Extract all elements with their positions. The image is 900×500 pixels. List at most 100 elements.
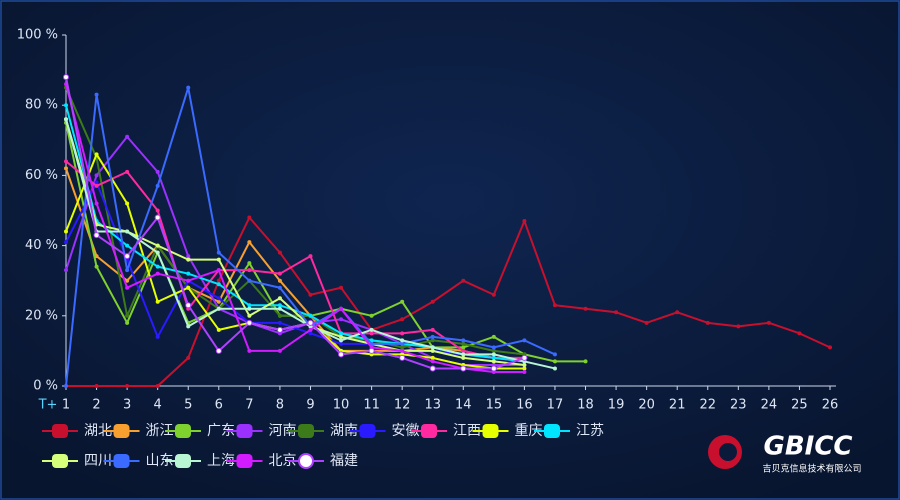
data-point bbox=[461, 338, 466, 343]
data-point bbox=[94, 201, 99, 206]
data-point bbox=[155, 243, 160, 248]
data-point bbox=[552, 366, 557, 371]
logo: GBICC 吉贝克信息技术有限公司 bbox=[708, 432, 862, 475]
data-point bbox=[307, 319, 314, 326]
data-point bbox=[308, 327, 313, 332]
legend-swatch bbox=[236, 454, 253, 468]
x-tick-label: 1 bbox=[62, 398, 70, 413]
data-point bbox=[186, 257, 191, 262]
legend-label: 江苏 bbox=[576, 423, 604, 439]
x-tick-label: 6 bbox=[215, 398, 223, 413]
legend-label: 安徽 bbox=[392, 423, 420, 439]
x-tick-label: 10 bbox=[333, 398, 350, 413]
data-point bbox=[338, 351, 345, 358]
series bbox=[64, 82, 527, 374]
legend-item: 江西 bbox=[411, 423, 481, 439]
x-tick-label: 12 bbox=[394, 398, 411, 413]
series-line bbox=[65, 83, 525, 373]
data-point bbox=[430, 345, 435, 350]
data-point bbox=[216, 278, 221, 283]
data-point bbox=[369, 327, 374, 332]
legend-swatch bbox=[421, 424, 437, 438]
data-point bbox=[63, 74, 69, 81]
data-point bbox=[490, 365, 497, 372]
data-point bbox=[64, 103, 68, 108]
data-point bbox=[125, 134, 130, 139]
x-tick-label: 19 bbox=[608, 398, 625, 413]
series-line bbox=[65, 160, 525, 359]
data-point bbox=[400, 345, 405, 350]
data-point bbox=[247, 306, 252, 311]
data-point bbox=[522, 369, 527, 374]
data-point bbox=[522, 366, 527, 371]
data-point bbox=[430, 359, 435, 364]
legend-item: 广东 bbox=[165, 423, 235, 439]
data-point bbox=[94, 173, 99, 178]
data-point bbox=[430, 355, 435, 360]
x-tick-label: 14 bbox=[455, 398, 472, 413]
data-point bbox=[430, 327, 435, 332]
data-point bbox=[186, 324, 191, 329]
data-point bbox=[277, 285, 282, 290]
data-point bbox=[491, 352, 496, 357]
data-point bbox=[461, 341, 466, 346]
legend-label: 浙江 bbox=[146, 423, 174, 439]
legend-swatch bbox=[544, 424, 560, 438]
x-tick-label: 11 bbox=[363, 398, 380, 413]
x-tick-label: 5 bbox=[184, 398, 192, 413]
legend-swatch bbox=[113, 424, 130, 438]
data-point bbox=[247, 348, 252, 353]
data-point bbox=[94, 183, 99, 188]
data-point bbox=[155, 299, 160, 304]
x-tick-label: 2 bbox=[92, 398, 100, 413]
y-tick-label: 20 % bbox=[25, 308, 58, 323]
data-point bbox=[277, 306, 282, 311]
data-point bbox=[247, 313, 252, 318]
legend-label: 四川 bbox=[84, 453, 112, 469]
data-point bbox=[186, 355, 191, 360]
data-point bbox=[491, 348, 496, 353]
y-tick-label: 100 % bbox=[17, 28, 58, 43]
data-point bbox=[246, 319, 253, 326]
series-line bbox=[65, 76, 525, 370]
legend-item: 四川 bbox=[42, 453, 112, 469]
data-point bbox=[705, 320, 710, 325]
data-point bbox=[339, 306, 344, 311]
data-point bbox=[216, 299, 221, 304]
data-point bbox=[125, 285, 130, 290]
data-point bbox=[644, 320, 649, 325]
data-point bbox=[277, 250, 282, 255]
logo-icon-inner bbox=[719, 443, 737, 461]
data-point bbox=[521, 354, 528, 361]
data-point bbox=[491, 355, 496, 360]
x-tick-label: 7 bbox=[245, 398, 253, 413]
series bbox=[63, 74, 528, 372]
legend-item: 福建 bbox=[288, 453, 358, 469]
legend-label: 湖北 bbox=[84, 423, 112, 439]
data-point bbox=[522, 338, 527, 343]
legend-label: 湖南 bbox=[330, 423, 358, 439]
data-point bbox=[186, 85, 191, 90]
data-point bbox=[277, 296, 282, 301]
legend-label: 广东 bbox=[207, 423, 235, 439]
data-point bbox=[339, 334, 344, 339]
data-point bbox=[400, 348, 405, 353]
x-tick-label: 3 bbox=[123, 398, 131, 413]
data-point bbox=[552, 359, 557, 364]
data-point bbox=[461, 348, 466, 353]
data-point bbox=[369, 313, 374, 318]
data-point bbox=[276, 326, 283, 333]
data-point bbox=[154, 214, 161, 221]
data-point bbox=[430, 348, 435, 353]
series bbox=[64, 215, 832, 388]
legend-swatch bbox=[236, 424, 253, 438]
data-point bbox=[277, 320, 282, 325]
data-point bbox=[277, 271, 282, 276]
x-tick-label: 24 bbox=[761, 398, 778, 413]
x-tick-label: 9 bbox=[306, 398, 314, 413]
data-point bbox=[400, 331, 405, 336]
legend-item: 安徽 bbox=[349, 423, 420, 439]
data-point bbox=[429, 365, 436, 372]
x-tick-label: 23 bbox=[730, 398, 747, 413]
data-point bbox=[125, 313, 130, 318]
